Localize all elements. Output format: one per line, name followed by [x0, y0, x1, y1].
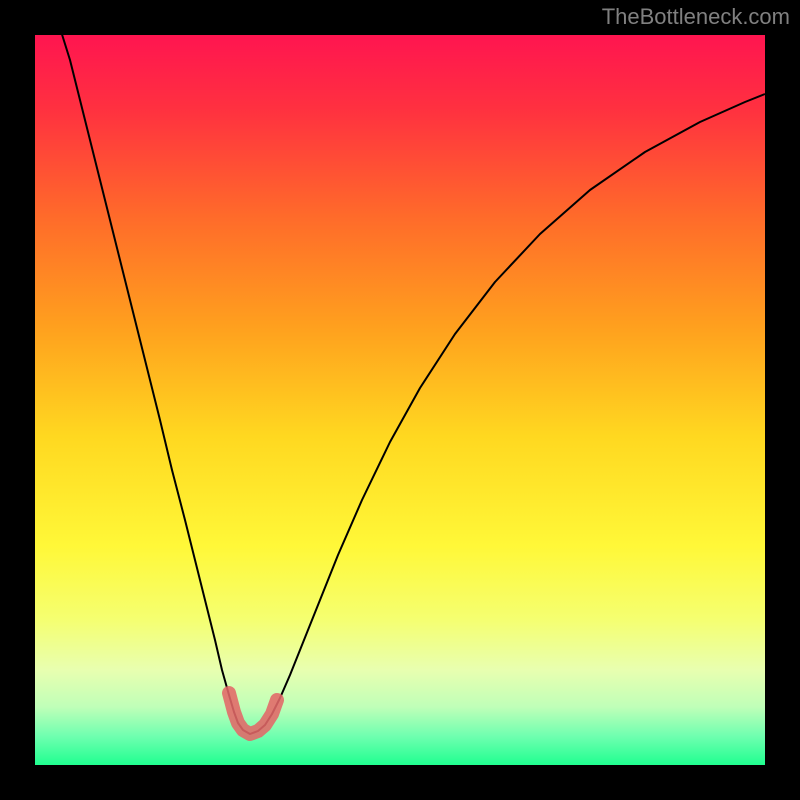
chart-gradient-background — [35, 35, 765, 765]
watermark-text: TheBottleneck.com — [602, 4, 790, 30]
bottleneck-chart — [0, 0, 800, 800]
chart-container: TheBottleneck.com — [0, 0, 800, 800]
